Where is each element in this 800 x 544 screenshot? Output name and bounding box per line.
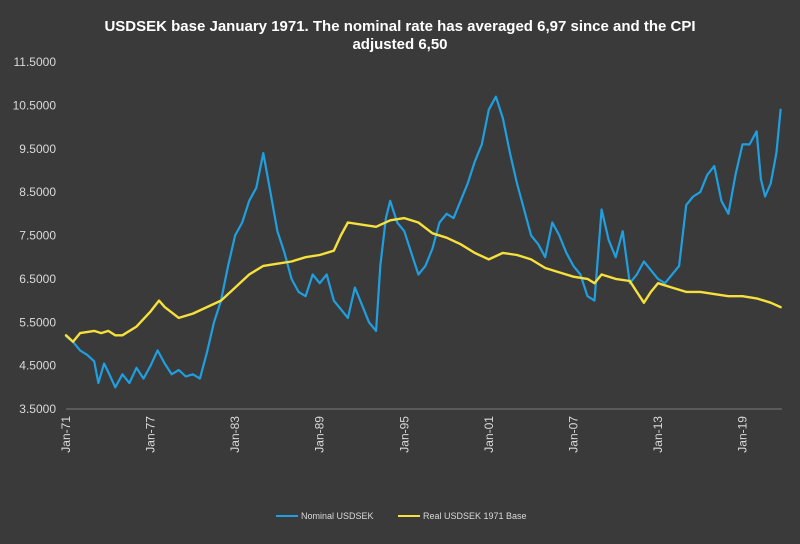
x-tick-label: Jan-77: [144, 416, 158, 453]
x-tick-label: Jan-83: [228, 416, 242, 453]
x-tick-label: Jan-01: [482, 416, 496, 453]
chart-title-line-1: USDSEK base January 1971. The nominal ra…: [104, 18, 695, 35]
x-tick-label: Jan-95: [397, 416, 411, 453]
chart-title-line-2: adjusted 6,50: [352, 36, 447, 53]
nominal-usdsek-line: [64, 95, 782, 389]
x-tick-label: Jan-71: [59, 416, 73, 453]
y-tick-label: 9.5000: [19, 142, 56, 156]
y-tick-label: 7.5000: [19, 229, 56, 243]
y-tick-label: 4.5000: [19, 359, 56, 373]
legend[interactable]: Nominal USDSEK Real USDSEK 1971 Base: [276, 511, 527, 521]
x-axis-ticks: Jan-71 Jan-77 Jan-83 Jan-89 Jan-95 Jan-01 Jan-…: [59, 416, 750, 453]
y-tick-label: 10.5000: [13, 98, 57, 112]
legend-label: Nominal USDSEK: [301, 511, 374, 521]
legend-label: Real USDSEK 1971 Base: [423, 511, 527, 521]
real-usdsek-line: [64, 216, 782, 343]
y-tick-label: 11.5000: [14, 55, 57, 69]
y-tick-label: 3.5000: [19, 402, 56, 416]
y-tick-label: 5.5000: [19, 315, 56, 329]
y-axis-ticks: 3.5000 4.5000 5.5000 6.5000 7.5000 8.5000 9.50…: [13, 55, 57, 416]
x-tick-label: Jan-07: [566, 416, 580, 453]
x-tick-label: Jan-19: [736, 416, 750, 453]
y-tick-label: 8.5000: [19, 185, 56, 199]
y-tick-label: 6.5000: [19, 272, 56, 286]
x-tick-label: Jan-89: [313, 416, 327, 453]
series-group: [64, 95, 782, 389]
x-tick-label: Jan-13: [651, 416, 665, 453]
